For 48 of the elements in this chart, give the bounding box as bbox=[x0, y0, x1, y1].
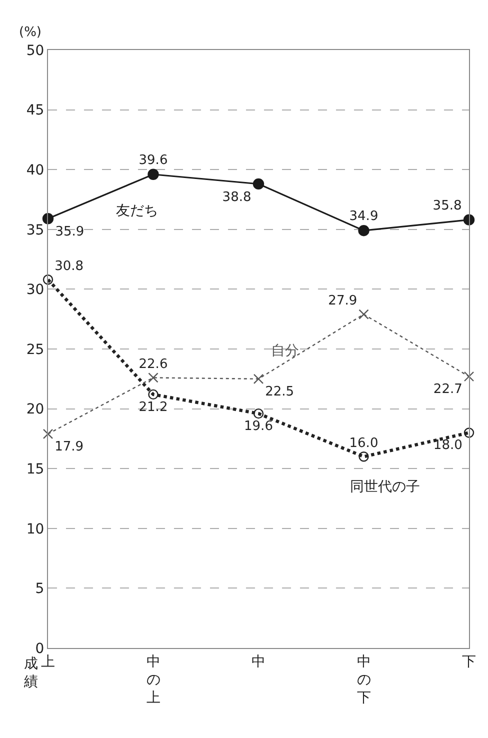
point bbox=[148, 389, 158, 400]
y-tick-label: 30 bbox=[26, 282, 44, 298]
point bbox=[358, 225, 370, 236]
point bbox=[148, 168, 159, 180]
point bbox=[252, 178, 264, 190]
point bbox=[463, 214, 475, 226]
data-label: 35.8 bbox=[432, 198, 462, 214]
point bbox=[42, 274, 54, 285]
data-label: 34.9 bbox=[349, 209, 378, 224]
data-label: 27.9 bbox=[328, 293, 358, 308]
x-tick-label: 中 bbox=[252, 654, 266, 670]
series-label: 同世代の子 bbox=[350, 479, 420, 495]
point bbox=[253, 374, 264, 384]
y-tick-label: 10 bbox=[26, 521, 44, 538]
y-tick-label: 25 bbox=[26, 342, 44, 358]
y-tick-label: 50 bbox=[26, 42, 44, 59]
point bbox=[358, 452, 369, 462]
data-label: 18.0 bbox=[433, 438, 462, 454]
point bbox=[148, 372, 158, 383]
data-label: 35.9 bbox=[55, 224, 84, 240]
point bbox=[464, 371, 474, 382]
y-tick-label: 45 bbox=[26, 102, 44, 119]
y-tick-label: 15 bbox=[26, 462, 44, 478]
x-axis-title: 成績 bbox=[23, 656, 38, 690]
data-label: 19.6 bbox=[244, 418, 273, 434]
point bbox=[253, 408, 264, 419]
x-tick-label: 中の上 bbox=[146, 654, 160, 706]
series-label: 友だち bbox=[116, 203, 158, 219]
x-tick-label: 中の下 bbox=[356, 654, 371, 706]
point bbox=[358, 309, 369, 320]
series-label: 自分 bbox=[271, 343, 299, 359]
data-label: 16.0 bbox=[349, 436, 378, 451]
data-label: 30.8 bbox=[54, 258, 84, 274]
data-label: 22.6 bbox=[138, 356, 168, 372]
y-tick-label: 40 bbox=[26, 162, 44, 178]
point bbox=[464, 428, 474, 438]
y-axis-title: (%) bbox=[19, 25, 42, 40]
x-tick-label: 下 bbox=[462, 654, 476, 670]
data-label: 17.9 bbox=[54, 439, 84, 454]
data-label: 38.8 bbox=[222, 190, 252, 205]
y-tick-label: 20 bbox=[26, 402, 44, 418]
data-label: 39.6 bbox=[138, 152, 168, 168]
data-label: 21.2 bbox=[138, 400, 168, 415]
data-label: 22.7 bbox=[433, 382, 462, 397]
y-tick-label: 5 bbox=[35, 581, 44, 598]
y-tick-label: 35 bbox=[26, 222, 44, 238]
point bbox=[42, 428, 54, 440]
data-label: 22.5 bbox=[265, 384, 294, 400]
